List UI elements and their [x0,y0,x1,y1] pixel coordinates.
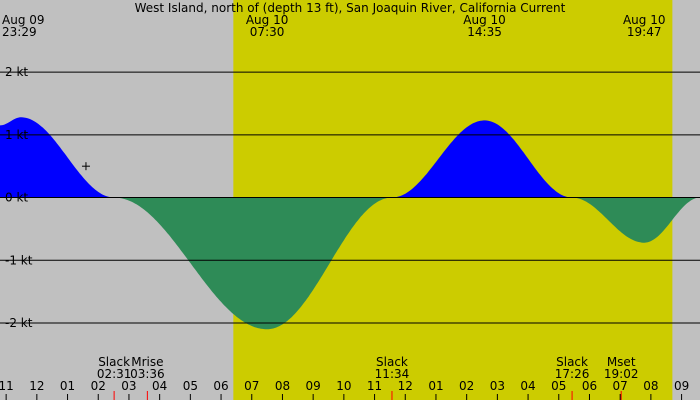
hour-tick-label: 07 [613,379,628,393]
hour-tick-label: 03 [121,379,136,393]
ebb-area [115,197,393,330]
event-name-label: Slack [556,355,588,369]
top-time-label: 14:35 [467,25,502,39]
hour-tick-label: 08 [275,379,290,393]
top-date-label: Aug 10 [623,13,666,27]
hour-tick-label: 04 [152,379,167,393]
event-name-label: Mrise [131,355,163,369]
event-name-label: Slack [98,355,130,369]
chart-title: West Island, north of (depth 13 ft), San… [135,1,566,15]
hour-tick-label: 05 [183,379,198,393]
top-date-label: Aug 09 [2,13,45,27]
top-date-label: Aug 10 [246,13,289,27]
event-name-label: Mset [607,355,636,369]
hour-tick-label: 09 [674,379,689,393]
event-time-label: 02:31 [97,367,132,381]
event-time-label: 11:34 [375,367,410,381]
hour-tick-label: 09 [306,379,321,393]
current-time-marker [81,162,90,171]
hour-tick-label: 01 [60,379,75,393]
flood-area [0,117,116,198]
hour-tick-label: 08 [643,379,658,393]
y-tick-label: 2 kt [5,65,28,79]
level-grid-lines [0,71,700,324]
top-time-label: 19:47 [627,25,662,39]
y-tick-label: -2 kt [5,316,33,330]
hour-tick-label: 11 [367,379,382,393]
hour-tick-label: 11 [0,379,14,393]
hour-tick-label: 01 [428,379,443,393]
event-time-label: 19:02 [604,367,639,381]
top-time-label: 07:30 [250,25,285,39]
hour-axis: 11 12 01 02 03 04 05 06 07 08 09 10 11 12 01 02 03 04 05 06… [0,379,689,400]
event-time-label: 17:26 [555,367,590,381]
hour-tick-label: 10 [336,379,351,393]
hour-tick-label: 06 [582,379,597,393]
y-tick-label: 0 kt [5,191,28,205]
hour-tick-label: 12 [398,379,413,393]
flood-area [393,120,573,198]
hour-tick-label: 05 [551,379,566,393]
current-areas [0,117,700,330]
hour-tick-label: 04 [520,379,535,393]
y-tick-label: 1 kt [5,128,28,142]
y-tick-label: -1 kt [5,253,33,267]
hour-tick-label: 06 [213,379,228,393]
top-date-label: Aug 10 [463,13,506,27]
hour-tick-label: 12 [29,379,44,393]
event-labels: Slack02:31Mrise03:36Slack11:34Slack17:26… [97,355,639,400]
top-time-label: 23:29 [2,25,37,39]
event-name-label: Slack [376,355,408,369]
y-axis-labels: 2 kt 1 kt 0 kt -1 kt -2 kt [5,65,33,330]
hour-tick-label: 02 [91,379,106,393]
hour-tick-label: 02 [459,379,474,393]
event-time-label: 03:36 [130,367,165,381]
hour-tick-label: 07 [244,379,259,393]
ebb-area [572,197,700,243]
hour-tick-label: 03 [490,379,505,393]
